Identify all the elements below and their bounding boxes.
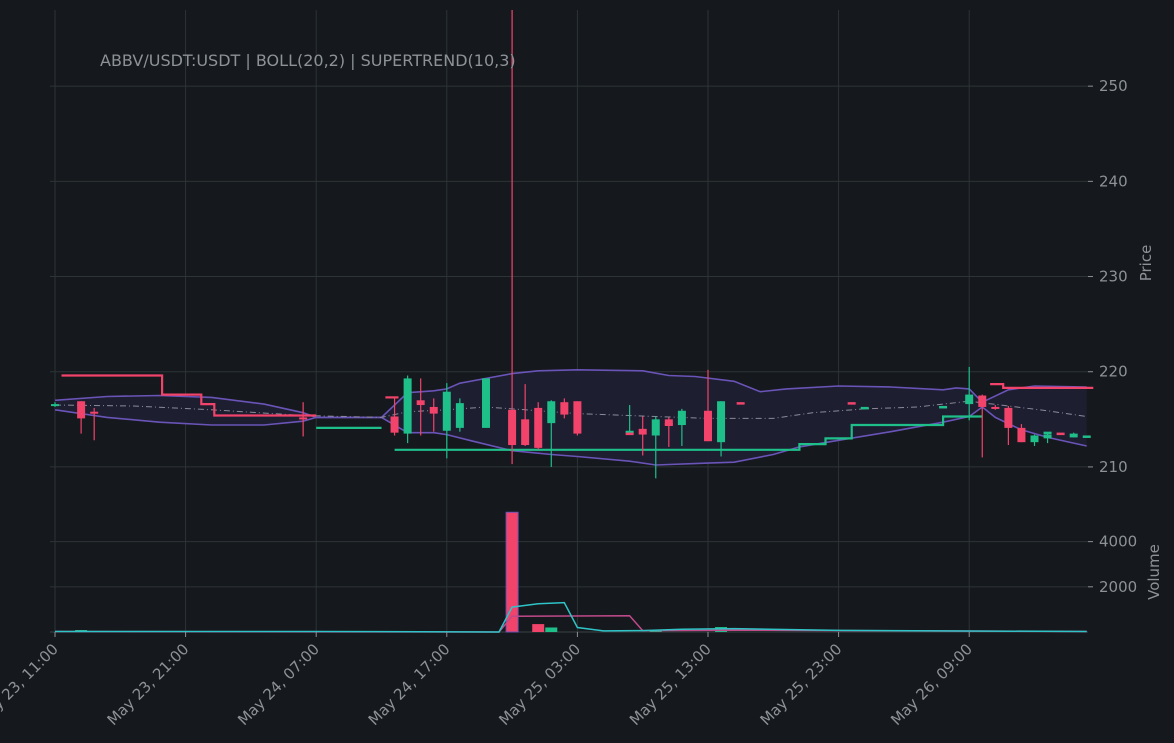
candle-body — [390, 416, 399, 433]
flat-candle-marker — [664, 423, 673, 426]
volume-bar — [545, 627, 558, 632]
supertrend-lines — [61, 374, 1094, 451]
candle-body — [429, 406, 438, 414]
flat-candle-marker — [860, 406, 869, 410]
candle-body — [717, 401, 726, 443]
flat-candle-marker — [1043, 431, 1052, 435]
candle-body — [704, 410, 712, 442]
supertrend-down-line — [61, 374, 317, 417]
candle-body — [1030, 435, 1039, 443]
flat-candle-marker — [847, 402, 856, 405]
y-tick-label: 230 — [1099, 268, 1128, 286]
flat-candle-marker — [1030, 435, 1039, 438]
volume-ma-short-line — [55, 601, 1087, 633]
y-tick-label: 220 — [1099, 363, 1128, 381]
candlesticks — [51, 10, 1091, 479]
y-tick-label: 210 — [1099, 458, 1128, 476]
supertrend-up-line — [394, 415, 983, 451]
candle-body — [625, 430, 634, 434]
flat-candle-marker — [625, 432, 634, 436]
candle-body — [978, 395, 987, 407]
candle-body — [1004, 407, 1013, 428]
candle-body — [442, 391, 451, 431]
candle-body — [403, 378, 412, 434]
volume-panel — [54, 511, 1087, 633]
flat-candle-marker — [1082, 435, 1091, 438]
y-tick-label: 250 — [1099, 77, 1128, 95]
bollinger-lower-line — [54, 405, 1087, 466]
flat-candle-marker — [1056, 432, 1065, 436]
candle-body — [573, 401, 582, 434]
y-tick-label: 240 — [1099, 172, 1128, 190]
volume-tick-label: 2000 — [1099, 578, 1137, 596]
flat-candle-marker — [736, 402, 745, 405]
candle-body — [455, 403, 464, 428]
candle-body — [677, 410, 686, 426]
volume-axis-label: Volume — [1145, 544, 1163, 600]
volume-bar — [532, 624, 545, 632]
candle-body — [991, 406, 1000, 409]
candle-body — [638, 428, 647, 435]
candle-body — [965, 394, 974, 405]
candle-body — [560, 402, 569, 415]
chart-title: ABBV/USDT:USDT | BOLL(20,2) | SUPERTREND… — [100, 51, 516, 70]
candle-body — [90, 411, 99, 414]
candle-body — [416, 400, 425, 406]
candle-body — [508, 409, 517, 446]
candle-body — [534, 407, 543, 448]
candle-body — [1043, 434, 1052, 439]
supertrend-down-line — [990, 383, 1094, 389]
candle-body — [77, 401, 86, 419]
candle-body — [521, 419, 530, 446]
candle-body — [481, 378, 490, 428]
candle-body — [1017, 427, 1026, 443]
candle-body — [1069, 433, 1078, 438]
candle-body — [547, 401, 556, 424]
price-axis-label: Price — [1137, 245, 1155, 282]
flat-candle-marker — [939, 405, 948, 409]
candle-body — [651, 419, 660, 436]
volume-tick-label: 4000 — [1099, 533, 1137, 551]
candle-body — [664, 419, 673, 426]
candle-body — [299, 417, 308, 420]
candle-body — [51, 404, 59, 407]
volume-bar — [505, 511, 519, 633]
